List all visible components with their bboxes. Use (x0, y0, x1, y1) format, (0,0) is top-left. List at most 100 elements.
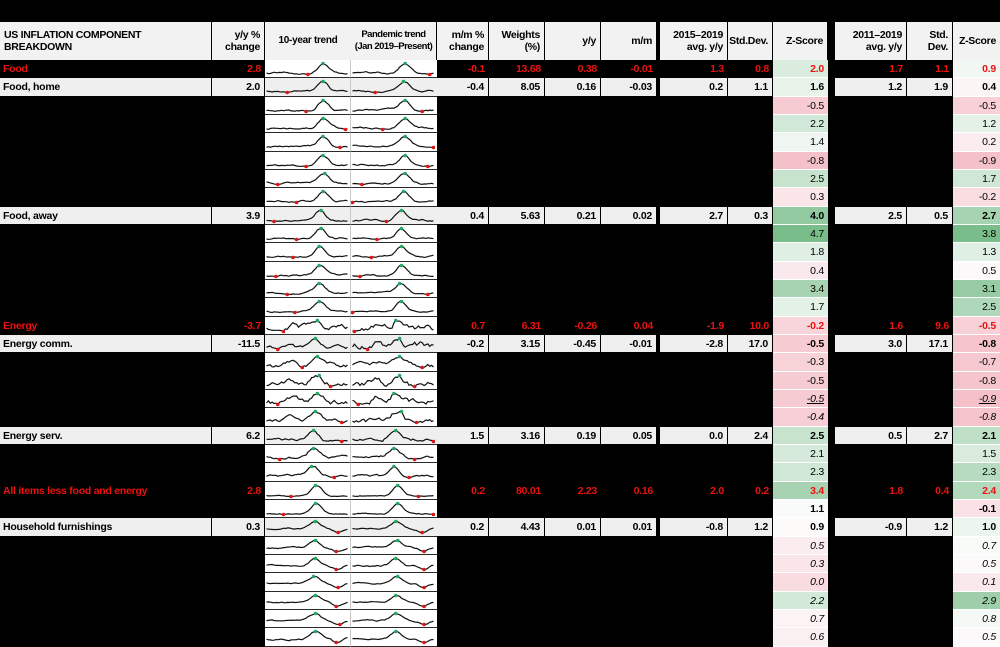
cell-avg-2011-2019 (835, 463, 907, 482)
column-gap (657, 279, 660, 299)
table-row: 0.6 0.5 (0, 628, 1000, 647)
table-row: 2.3 2.3 (0, 463, 1000, 482)
column-gap (657, 316, 660, 335)
cell-stddev-1: 0.2 (728, 481, 773, 500)
cell-zscore-2: -0.7 (953, 353, 1000, 372)
col-header-weights: Weights (%) (489, 22, 545, 60)
table-row: 2.2 2.9 (0, 591, 1000, 610)
sparkline-10yr-trend (265, 188, 351, 207)
cell-weight (489, 573, 545, 592)
cell-avg-2011-2019 (835, 224, 907, 244)
cell-mm-change (437, 444, 489, 464)
column-gap (657, 591, 660, 610)
cell-stddev-2: 0.4 (907, 481, 953, 500)
cell-mm-index (601, 169, 657, 189)
cell-stddev-1 (728, 628, 773, 647)
cell-stddev-2 (907, 96, 953, 115)
cell-stddev-2: 17.1 (907, 334, 953, 354)
cell-yy-change (212, 133, 265, 152)
cell-avg-2011-2019: 0.5 (835, 426, 907, 445)
cell-avg-2015-2019 (660, 444, 728, 464)
cell-avg-2011-2019: 1.2 (835, 78, 907, 97)
cell-stddev-1 (728, 463, 773, 482)
cell-zscore-1: 2.5 (773, 169, 828, 189)
cell-avg-2011-2019 (835, 444, 907, 464)
column-gap (828, 279, 835, 299)
cell-yy-change (212, 536, 265, 555)
cell-mm-index (601, 279, 657, 299)
row-label: All items less food and energy (0, 481, 212, 500)
row-label (0, 591, 212, 610)
sparkline-10yr-trend (265, 151, 351, 170)
cell-zscore-1: 0.0 (773, 573, 828, 592)
cell-avg-2011-2019 (835, 499, 907, 519)
cell-avg-2015-2019 (660, 389, 728, 409)
page-title: US INFLATION COMPONENT BREAKDOWN (0, 22, 212, 60)
cell-yy-change: 2.0 (212, 78, 265, 97)
cell-zscore-1: 0.6 (773, 628, 828, 647)
sparkline-10yr-trend (265, 408, 351, 427)
cell-zscore-1: 0.9 (773, 518, 828, 537)
column-gap (657, 518, 660, 537)
cell-zscore-1: 0.7 (773, 609, 828, 629)
cell-stddev-2 (907, 224, 953, 244)
sparkline-10yr-trend (265, 316, 351, 335)
cell-stddev-1: 0.8 (728, 60, 773, 79)
column-gap (657, 60, 660, 79)
cell-zscore-2: 0.9 (953, 60, 1000, 79)
cell-weight (489, 499, 545, 519)
cell-avg-2015-2019: 2.7 (660, 206, 728, 225)
col-header-stddev-2: Std. Dev. (907, 22, 953, 60)
column-gap (828, 518, 835, 537)
cell-stddev-1 (728, 133, 773, 152)
cell-mm-change: 1.5 (437, 426, 489, 445)
cell-zscore-1: 2.2 (773, 114, 828, 134)
sparkline-10yr-trend (265, 169, 351, 189)
column-gap (828, 573, 835, 592)
column-gap (828, 463, 835, 482)
column-gap (828, 481, 835, 500)
cell-yy-index: -0.26 (545, 316, 601, 335)
cell-mm-change (437, 279, 489, 299)
cell-avg-2015-2019: -2.8 (660, 334, 728, 354)
cell-yy-index (545, 133, 601, 152)
table-row: 2.1 1.5 (0, 444, 1000, 464)
column-gap (657, 206, 660, 225)
cell-zscore-1: 2.2 (773, 591, 828, 610)
cell-weight (489, 389, 545, 409)
cell-yy-change (212, 444, 265, 464)
cell-stddev-1 (728, 591, 773, 610)
cell-mm-index (601, 408, 657, 427)
cell-avg-2015-2019 (660, 353, 728, 372)
row-label: Energy (0, 316, 212, 335)
cell-mm-index (601, 133, 657, 152)
column-gap (828, 78, 835, 97)
cell-zscore-2: -0.8 (953, 371, 1000, 390)
cell-zscore-1: 2.0 (773, 60, 828, 79)
cell-stddev-2 (907, 573, 953, 592)
cell-mm-index: 0.02 (601, 206, 657, 225)
table-row: Energy serv. 6.2 1.5 3.16 0.19 0.05 0.0 2.4 2.5 0… (0, 426, 1000, 445)
cell-zscore-2: 0.5 (953, 554, 1000, 574)
cell-mm-index: 0.01 (601, 518, 657, 537)
cell-stddev-2 (907, 628, 953, 647)
column-gap (657, 426, 660, 445)
cell-zscore-1: 2.3 (773, 463, 828, 482)
cell-mm-change (437, 188, 489, 207)
cell-yy-index (545, 536, 601, 555)
sparkline-10yr-trend (265, 536, 351, 555)
row-label (0, 628, 212, 647)
cell-zscore-2: -0.5 (953, 316, 1000, 335)
cell-avg-2011-2019 (835, 591, 907, 610)
row-label (0, 371, 212, 390)
top-black-band (0, 0, 1000, 22)
column-gap (828, 389, 835, 409)
cell-mm-change (437, 151, 489, 170)
sparkline-pandemic-trend (351, 133, 437, 152)
cell-yy-index (545, 224, 601, 244)
cell-stddev-2 (907, 151, 953, 170)
table-row: 0.3 0.5 (0, 554, 1000, 574)
cell-mm-change (437, 243, 489, 262)
table-row: 0.7 0.8 (0, 609, 1000, 629)
